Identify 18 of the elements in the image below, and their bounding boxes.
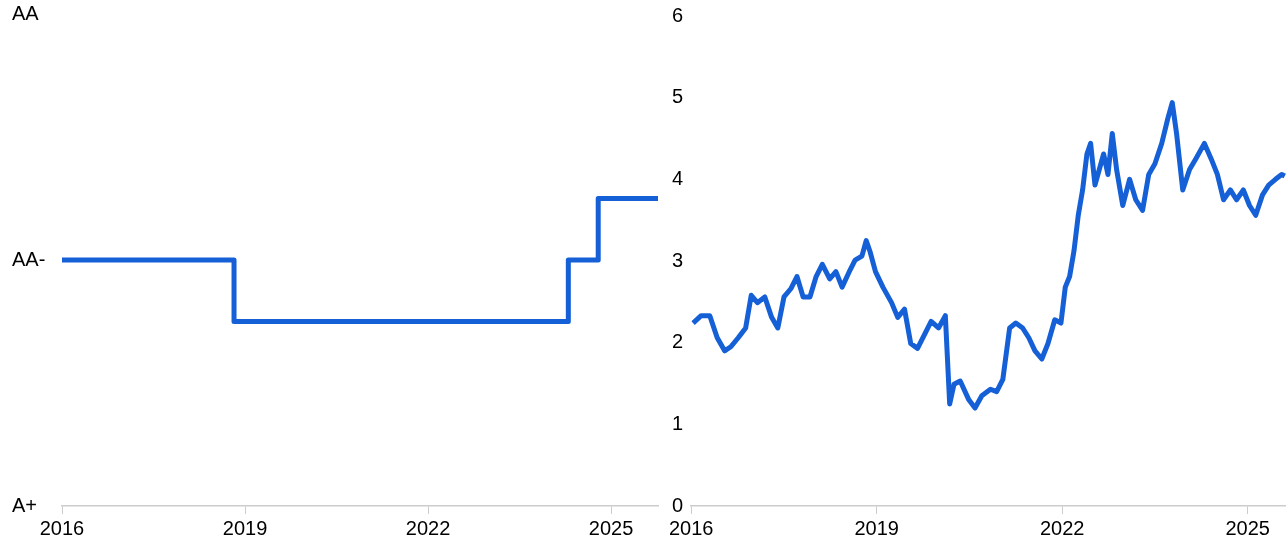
x-tick-label: 2019	[854, 516, 899, 539]
y-tick-label: 5	[672, 85, 684, 108]
text: AA-	[12, 247, 46, 270]
y-tick-label: 4	[672, 166, 684, 189]
y-tick-label: 1	[672, 411, 684, 434]
x-tick-label: 2022	[1039, 516, 1085, 539]
x-tick-label: 2025	[588, 516, 634, 539]
x-tick-label: 2016	[669, 516, 714, 539]
y-tick-label: 0	[672, 493, 684, 516]
y-tick-label: 6	[672, 3, 684, 26]
x-tick-label: 2025	[1225, 516, 1270, 539]
text: AA	[12, 1, 40, 24]
y-tick-label: 2	[672, 330, 684, 353]
x-tick-label: 2019	[222, 516, 268, 539]
x-tick-label: 2022	[405, 516, 451, 539]
text: A+	[12, 493, 38, 516]
x-tick-label: 2016	[39, 516, 85, 539]
y-tick-label: 3	[672, 248, 684, 271]
